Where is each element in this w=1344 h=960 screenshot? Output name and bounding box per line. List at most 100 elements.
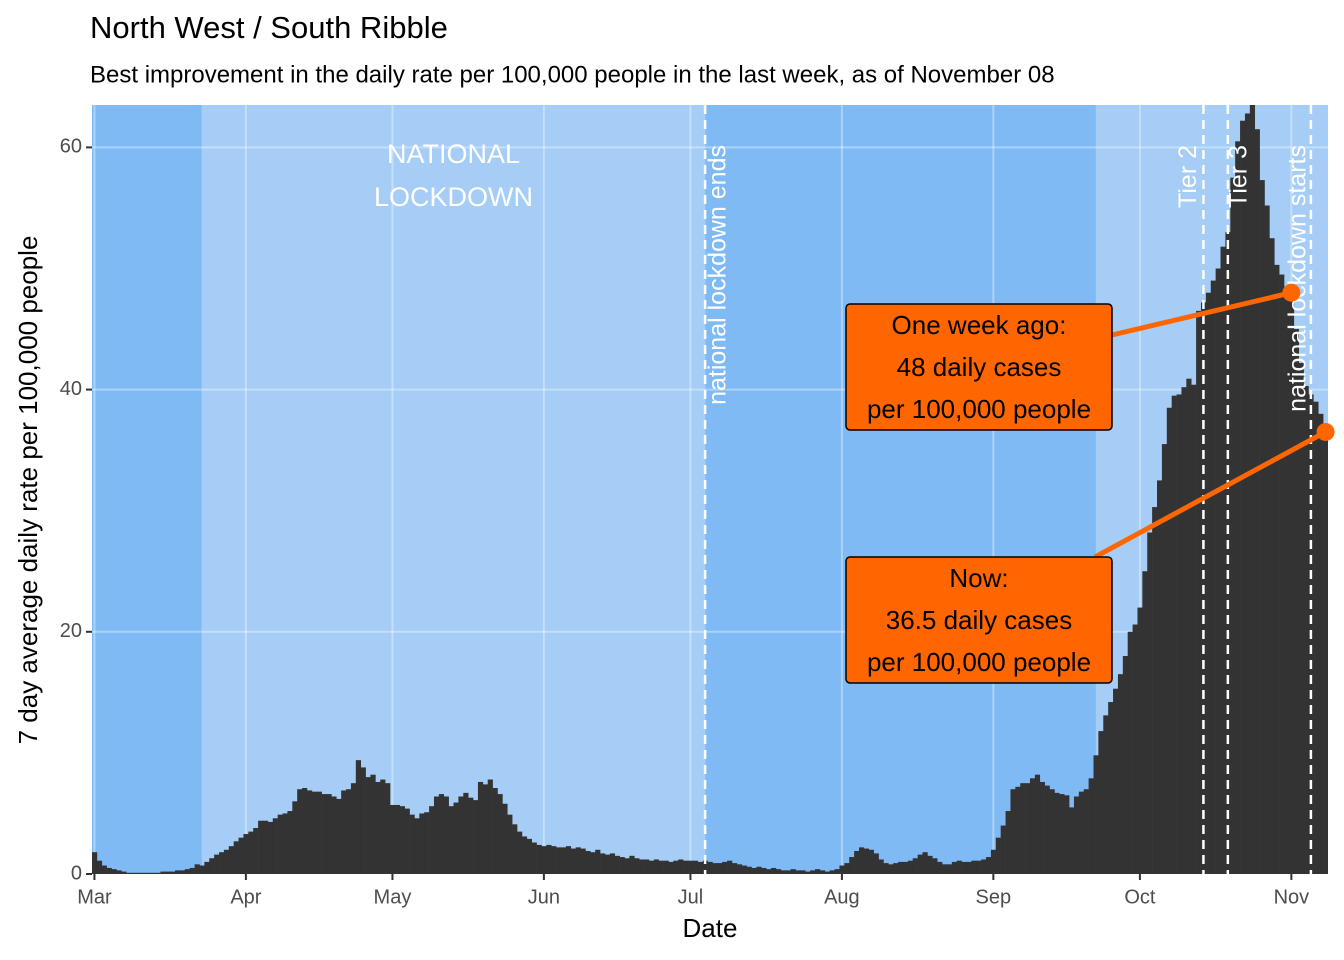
bar xyxy=(688,860,694,874)
bar xyxy=(326,794,332,874)
bar xyxy=(1015,786,1021,874)
bar xyxy=(277,814,283,874)
bar xyxy=(678,859,684,874)
bar xyxy=(404,808,410,874)
bar xyxy=(1254,129,1260,874)
bar xyxy=(937,861,943,874)
annotation-connector xyxy=(1111,290,1292,338)
bar xyxy=(194,864,200,874)
bar xyxy=(736,864,743,874)
bar xyxy=(311,791,318,874)
bar xyxy=(766,869,772,874)
bar xyxy=(1054,792,1060,874)
bar xyxy=(834,869,840,874)
annotation-point xyxy=(1316,422,1335,441)
bar xyxy=(556,847,562,874)
bar xyxy=(1303,385,1309,874)
bar xyxy=(859,847,865,874)
region-label: NATIONAL xyxy=(387,139,520,169)
x-tick-label: Mar xyxy=(77,886,112,908)
bar xyxy=(458,796,464,874)
y-tick-label: 40 xyxy=(60,378,82,400)
bar xyxy=(1196,310,1202,874)
bar xyxy=(438,794,445,874)
bar xyxy=(1108,702,1114,874)
bar xyxy=(1274,264,1280,874)
bar xyxy=(394,804,401,874)
region xyxy=(92,105,202,874)
bar xyxy=(399,806,405,874)
bar xyxy=(433,796,440,874)
bar xyxy=(1044,785,1050,874)
bar xyxy=(214,854,220,874)
x-tick-label: Nov xyxy=(1274,886,1310,908)
bar xyxy=(526,838,532,874)
bar xyxy=(350,783,357,874)
bar xyxy=(272,818,278,874)
bar xyxy=(1010,789,1016,874)
bar xyxy=(385,783,391,874)
bar xyxy=(223,849,230,874)
bar xyxy=(1240,120,1246,874)
bar xyxy=(341,790,347,874)
overlay: 0 20 40 60 Mar Apr May Jun Jul Aug Sep Oct Nov One we… xyxy=(60,136,1335,908)
bar xyxy=(1205,292,1212,874)
x-tick-label: Jul xyxy=(678,886,704,908)
bar xyxy=(600,853,606,874)
annotation-text: Now: xyxy=(949,563,1008,593)
annotation-point xyxy=(1282,283,1301,302)
bar xyxy=(1166,407,1172,874)
annotation-connector xyxy=(1093,429,1327,560)
bar xyxy=(1020,783,1026,874)
event-label: national lockdown starts xyxy=(1284,145,1312,412)
x-tick-label: Oct xyxy=(1124,886,1156,908)
bar xyxy=(1279,274,1285,874)
bar xyxy=(497,794,503,874)
bar xyxy=(1220,246,1226,874)
x-axis-label: Date xyxy=(683,913,738,943)
bar xyxy=(873,853,879,874)
bar xyxy=(331,796,337,874)
bar xyxy=(365,777,371,874)
event-label: national lockdown ends xyxy=(704,145,732,405)
bar xyxy=(1113,688,1119,874)
bar xyxy=(179,870,186,874)
bar xyxy=(1039,781,1045,874)
bar xyxy=(854,850,860,874)
bar xyxy=(756,866,762,874)
bar xyxy=(878,859,884,874)
bar xyxy=(819,870,826,874)
bar xyxy=(902,861,909,874)
bar xyxy=(790,869,796,874)
bar xyxy=(521,836,528,874)
bar xyxy=(883,863,889,874)
bar xyxy=(473,800,479,874)
bar xyxy=(306,790,313,874)
bar xyxy=(96,860,103,874)
bar xyxy=(135,872,142,874)
bar xyxy=(917,854,923,874)
bar xyxy=(1157,480,1163,874)
event-label: Tier 3 xyxy=(1224,145,1252,208)
bar xyxy=(565,846,572,874)
bar xyxy=(1171,395,1177,874)
bar xyxy=(839,865,845,874)
bar xyxy=(1142,571,1148,874)
y-tick-label: 0 xyxy=(71,862,82,884)
bar xyxy=(922,852,928,874)
bar xyxy=(639,859,645,874)
bar xyxy=(160,871,166,874)
annotation-box xyxy=(845,556,1113,684)
bar xyxy=(1161,444,1168,874)
bar xyxy=(629,855,635,874)
bar xyxy=(785,870,791,874)
bar xyxy=(321,794,327,874)
bar xyxy=(1288,292,1295,874)
y-tick-label: 60 xyxy=(60,136,82,158)
bar xyxy=(375,781,381,874)
bar xyxy=(453,802,459,874)
bar xyxy=(1249,105,1256,874)
bar xyxy=(219,852,225,874)
bar xyxy=(570,848,576,874)
